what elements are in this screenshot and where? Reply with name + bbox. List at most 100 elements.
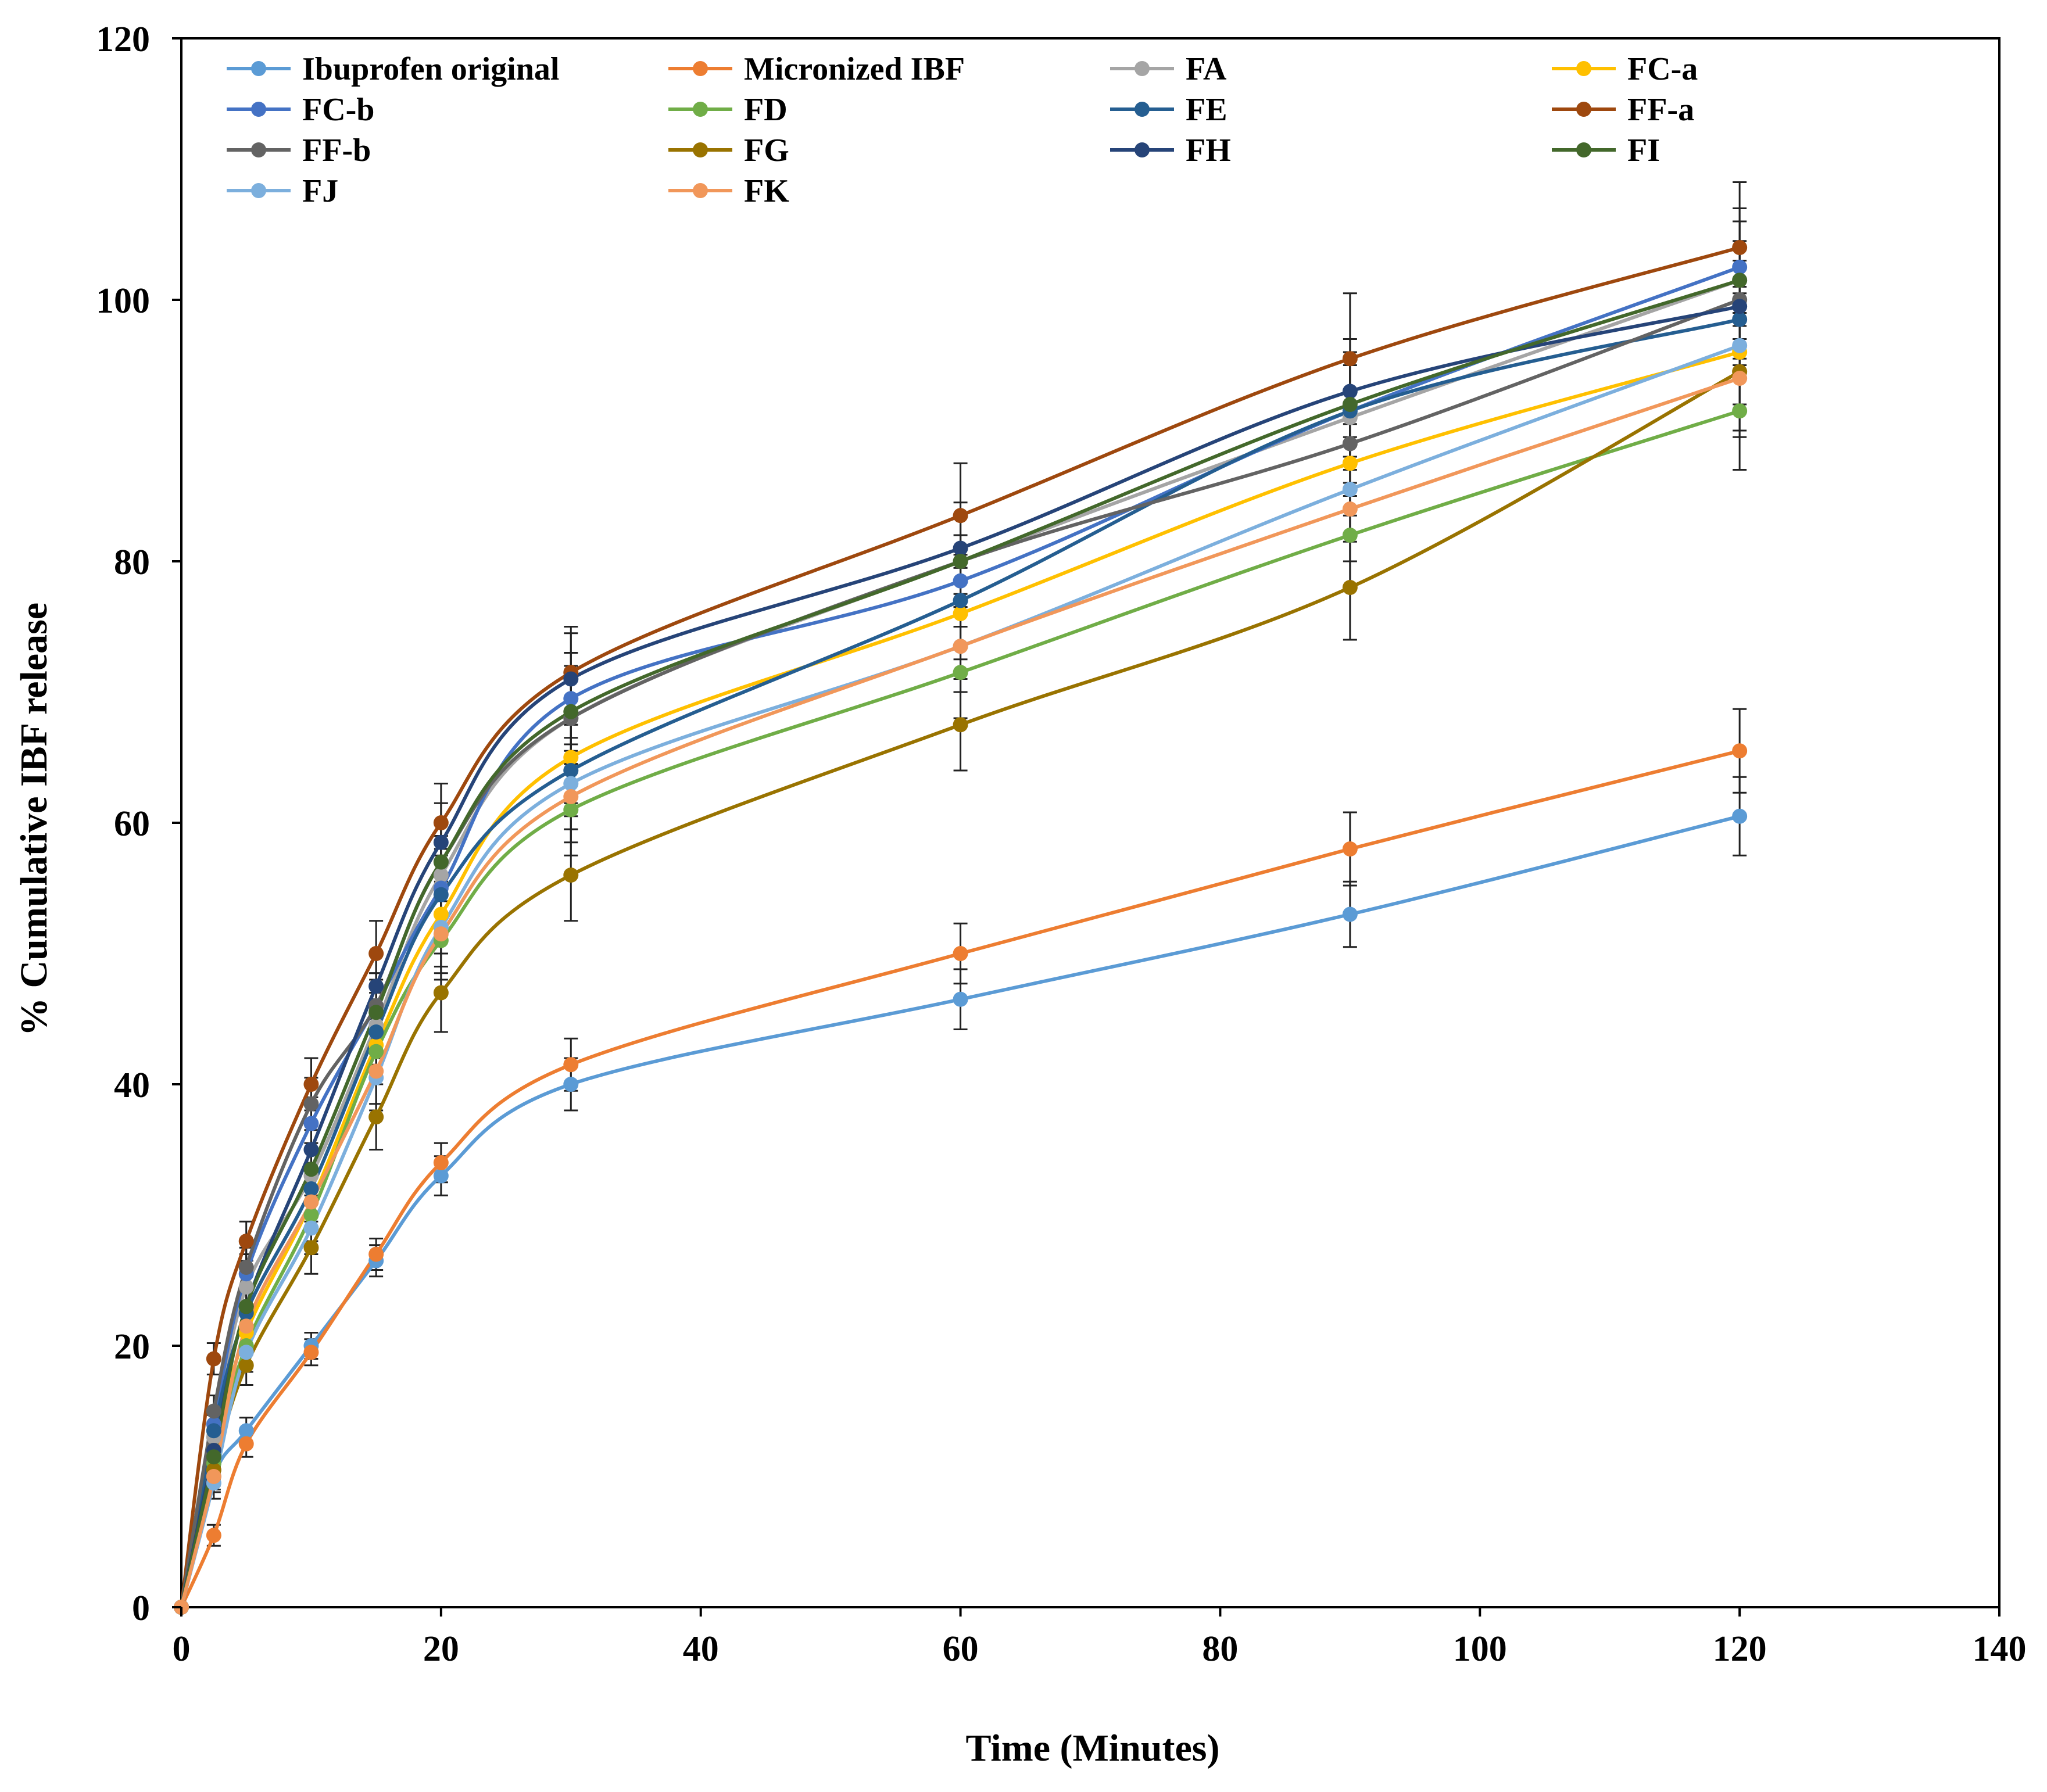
legend-swatch-marker [251,183,266,198]
point-fj-5 [238,1345,254,1360]
point-micronized-ibf-10 [303,1345,319,1360]
legend-label: FH [1186,132,1231,169]
point-fi-120 [1732,273,1748,288]
point-ibuprofen-original-20 [433,1168,449,1184]
point-fg-60 [953,717,968,733]
x-axis: 0 20 40 60 80 100 120 140 [173,1607,2027,1669]
point-fg-15 [368,1109,384,1125]
point-micronized-ibf-2.5 [206,1528,221,1543]
point-fi-30 [563,704,579,719]
point-fj-120 [1732,338,1748,353]
legend-label: FA [1186,51,1227,87]
legend-swatch-marker [693,183,708,198]
legend-swatch-marker [1576,102,1591,117]
point-fi-10 [303,1162,319,1177]
legend-label: FI [1627,132,1660,169]
point-micronized-ibf-90 [1342,841,1358,856]
point-fh-90 [1342,384,1358,399]
series-line-ff-a [180,246,1740,1608]
point-fe-10 [303,1181,319,1196]
point-ibuprofen-original-5 [238,1423,254,1439]
point-ff-a-10 [303,1077,319,1092]
y-tick-label-20: 20 [114,1327,150,1367]
y-axis-title: % Cumulative IBF release [13,603,55,1036]
legend-entry-ibuprofen-original: Ibuprofen original [227,51,559,87]
point-fk-60 [953,639,968,654]
point-ff-a-90 [1342,351,1358,367]
series-points [174,240,1748,1615]
legend-entry-ff-b: FF-b [227,132,371,169]
legend: Ibuprofen original Micronized IBF FA FC-a FC… [227,51,1698,209]
legend-entry-fa: FA [1110,51,1227,87]
y-tick-label-100: 100 [96,281,150,321]
point-ff-a-2.5 [206,1351,221,1367]
legend-swatch-marker [251,142,266,157]
point-fa-5 [238,1279,254,1295]
x-axis-title: Time (Minutes) [966,1727,1220,1769]
legend-entry-micronized-ibf: Micronized IBF [668,51,965,87]
point-fj-10 [303,1220,319,1236]
legend-label: Micronized IBF [744,51,965,87]
legend-swatch-marker [693,61,708,76]
point-fc-a-30 [563,750,579,765]
point-fk-15 [368,1063,384,1079]
legend-swatch-marker [1135,102,1150,117]
legend-entry-fe: FE [1110,92,1228,128]
point-fi-5 [238,1299,254,1314]
x-tick-label-100: 100 [1453,1629,1507,1669]
point-fc-a-20 [433,906,449,922]
legend-entry-fc-a: FC-a [1552,51,1698,87]
x-tick-label-40: 40 [683,1629,719,1669]
legend-label: FD [744,92,788,128]
point-ff-b-5 [238,1260,254,1275]
point-fc-b-60 [953,573,968,589]
y-tick-label-120: 120 [96,20,150,59]
point-fk-30 [563,789,579,804]
point-fe-60 [953,593,968,608]
x-tick-label-20: 20 [423,1629,459,1669]
legend-entry-fg: FG [668,132,789,169]
point-micronized-ibf-30 [563,1057,579,1073]
legend-swatch-marker [251,102,266,117]
point-ff-b-10 [303,1096,319,1112]
series-line-micronized-ibf [180,749,1740,1608]
point-fh-60 [953,540,968,556]
point-fc-a-60 [953,606,968,621]
legend-label: FF-a [1627,92,1694,128]
point-fk-90 [1342,501,1358,517]
point-ff-b-2.5 [206,1403,221,1419]
legend-swatch-marker [1576,142,1591,157]
legend-entry-fi: FI [1552,132,1660,169]
point-fk-2.5 [206,1469,221,1484]
legend-entry-fh: FH [1110,132,1231,169]
legend-label: FC-b [302,92,374,128]
legend-label: FF-b [302,132,371,169]
point-fa-20 [433,868,449,883]
legend-label: FC-a [1627,51,1698,87]
x-tick-label-80: 80 [1202,1629,1238,1669]
legend-swatch-marker [1135,61,1150,76]
point-fd-120 [1732,403,1748,419]
point-fg-90 [1342,580,1358,595]
point-fg-20 [433,985,449,1001]
point-fj-90 [1342,482,1358,497]
point-fd-10 [303,1207,319,1223]
point-micronized-ibf-120 [1732,743,1748,759]
legend-label: FE [1186,92,1228,128]
point-fg-30 [563,868,579,883]
y-tick-label-0: 0 [132,1589,150,1628]
point-fd-90 [1342,528,1358,543]
legend-entry-fk: FK [668,173,789,209]
point-fc-b-120 [1732,259,1748,275]
legend-entry-ff-a: FF-a [1552,92,1694,128]
point-fk-5 [238,1318,254,1334]
point-fc-b-30 [563,691,579,707]
point-fe-120 [1732,311,1748,327]
point-ff-a-60 [953,508,968,524]
point-ff-a-5 [238,1234,254,1249]
x-tick-label-140: 140 [1973,1629,2027,1669]
point-ibuprofen-original-60 [953,991,968,1007]
point-fe-20 [433,887,449,902]
legend-label: FK [744,173,789,209]
legend-entry-fj: FJ [227,173,338,209]
